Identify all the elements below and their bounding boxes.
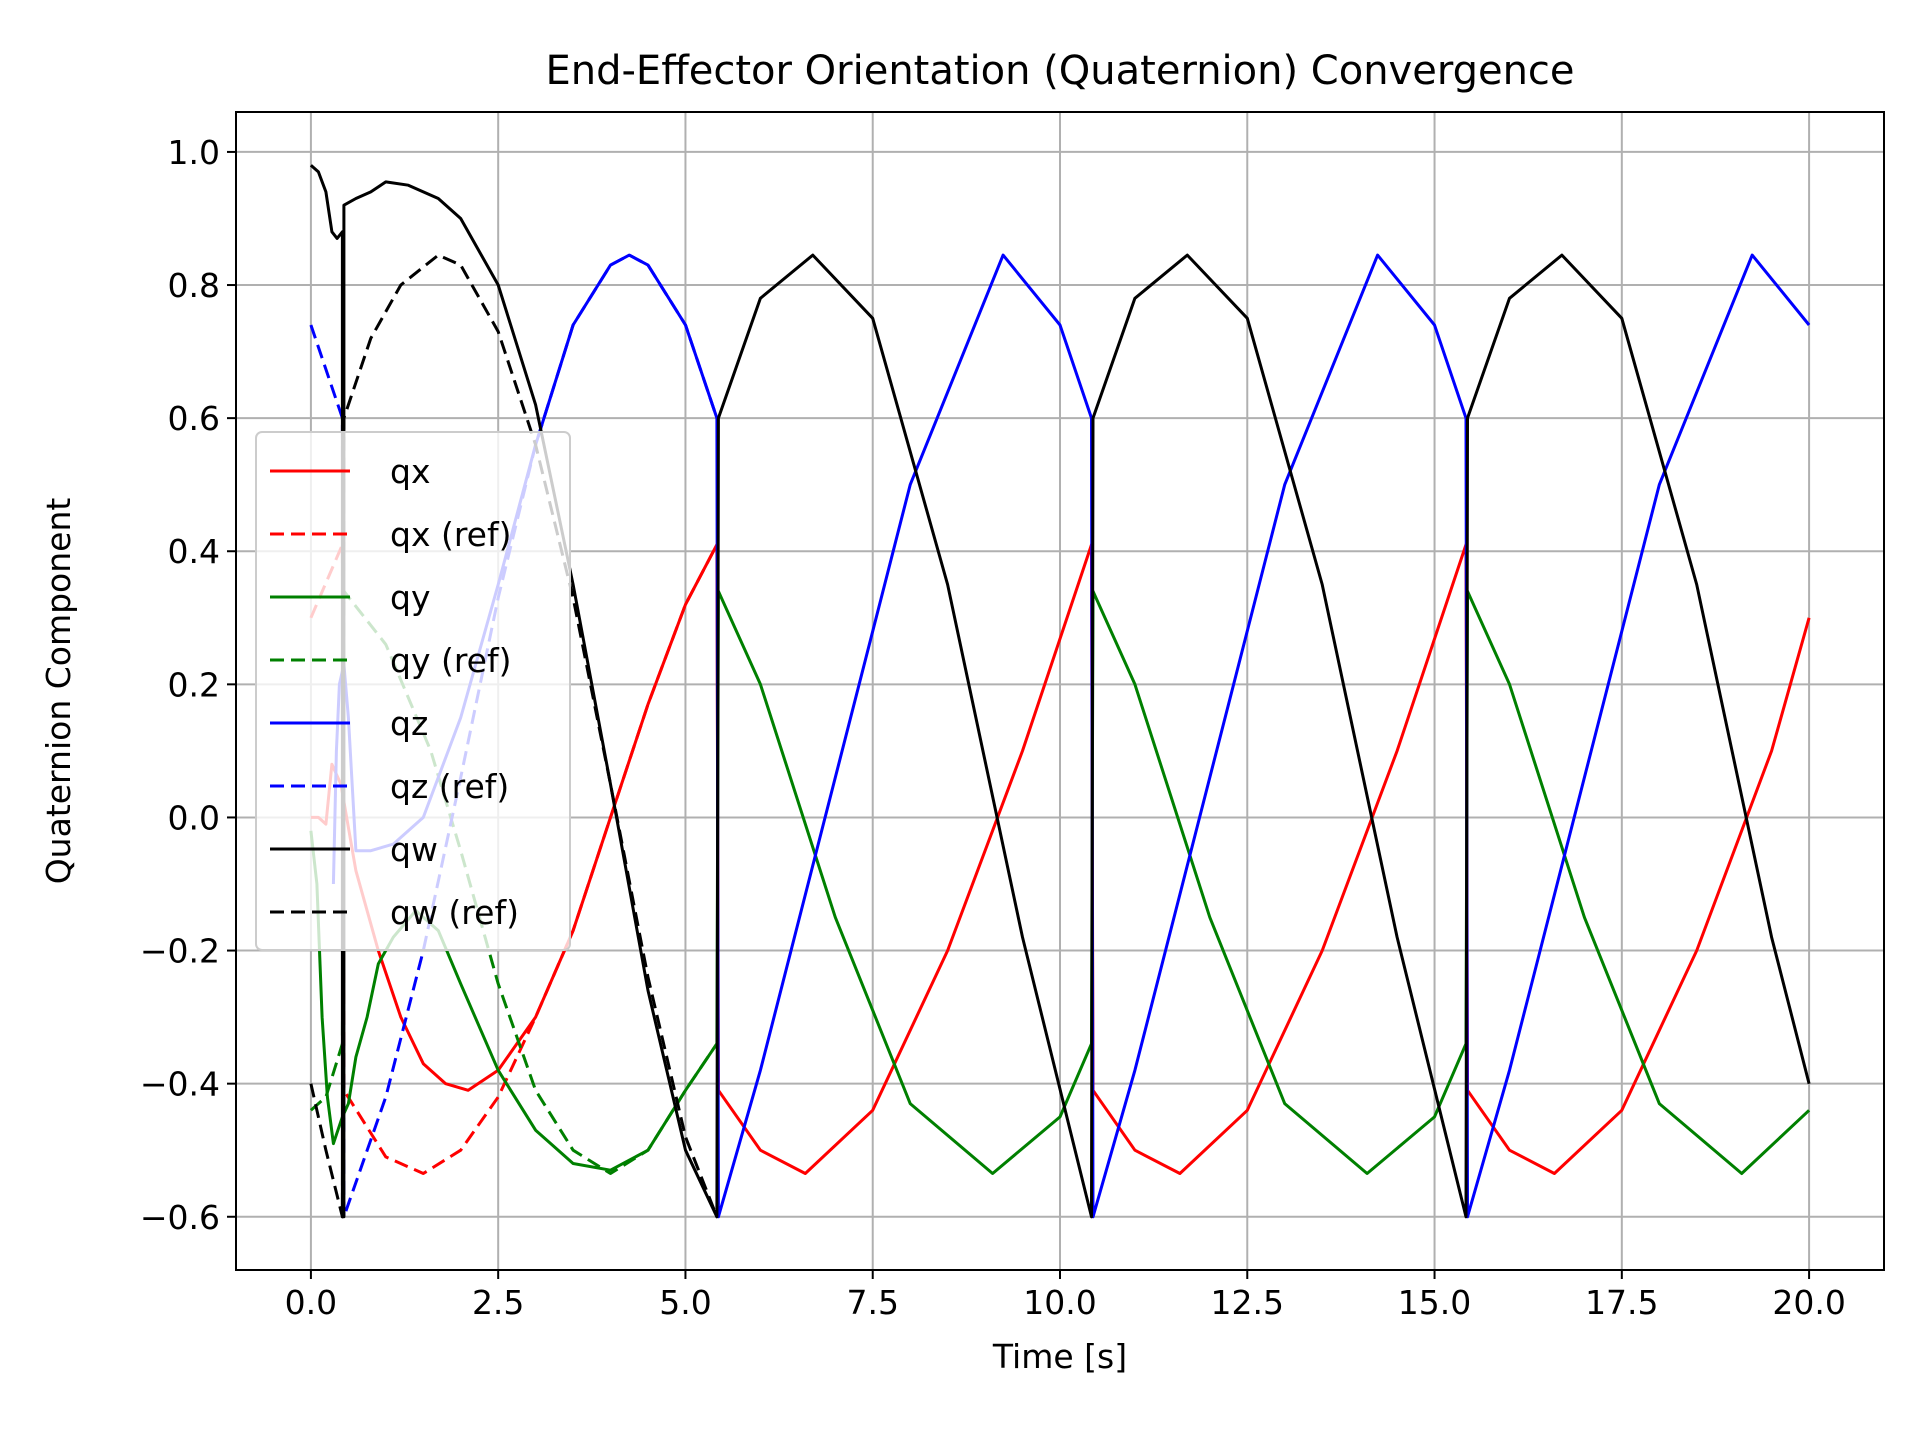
x-tick-label: 7.5 [846, 1283, 898, 1322]
x-tick-label: 17.5 [1585, 1283, 1658, 1322]
y-tick-label: 0.6 [168, 399, 220, 438]
x-tick-label: 10.0 [1023, 1283, 1096, 1322]
legend-label: qx [390, 452, 430, 491]
y-tick-label: 1.0 [168, 133, 220, 172]
y-tick-label: −0.4 [140, 1065, 220, 1104]
legend-box [255, 431, 571, 951]
x-tick-label: 0.0 [285, 1283, 337, 1322]
x-tick-label: 20.0 [1772, 1283, 1845, 1322]
y-tick-label: 0.0 [168, 798, 220, 837]
y-tick-label: 0.4 [168, 532, 220, 571]
legend-label: qy [390, 578, 430, 617]
y-tick-label: 0.8 [168, 266, 220, 305]
x-tick-label: 12.5 [1211, 1283, 1284, 1322]
x-tick-label: 5.0 [659, 1283, 711, 1322]
legend-label: qz [390, 704, 428, 743]
x-tick-label: 2.5 [472, 1283, 524, 1322]
axis-ticks: 0.0 2.5 5.0 7.5 10.0 12.5 15.0 17.5 20.0 −0.6 −0.4… [140, 133, 1846, 1322]
legend-label: qw (ref) [390, 893, 519, 932]
y-tick-label: −0.6 [140, 1198, 220, 1237]
x-tick-label: 15.0 [1398, 1283, 1471, 1322]
legend-label: qy (ref) [390, 641, 511, 680]
y-tick-label: −0.2 [140, 932, 220, 971]
chart-title: End-Effector Orientation (Quaternion) Co… [545, 48, 1574, 94]
legend-label: qw [390, 830, 438, 869]
y-axis-label: Quaternion Component [39, 498, 78, 885]
legend-label: qz (ref) [390, 767, 509, 806]
legend-label: qx (ref) [390, 515, 511, 554]
x-axis-label: Time [s] [992, 1337, 1127, 1376]
legend: qx qx (ref) qy qy (ref) qz qz (ref) qw qw (ref) [255, 431, 571, 951]
y-tick-label: 0.2 [168, 665, 220, 704]
